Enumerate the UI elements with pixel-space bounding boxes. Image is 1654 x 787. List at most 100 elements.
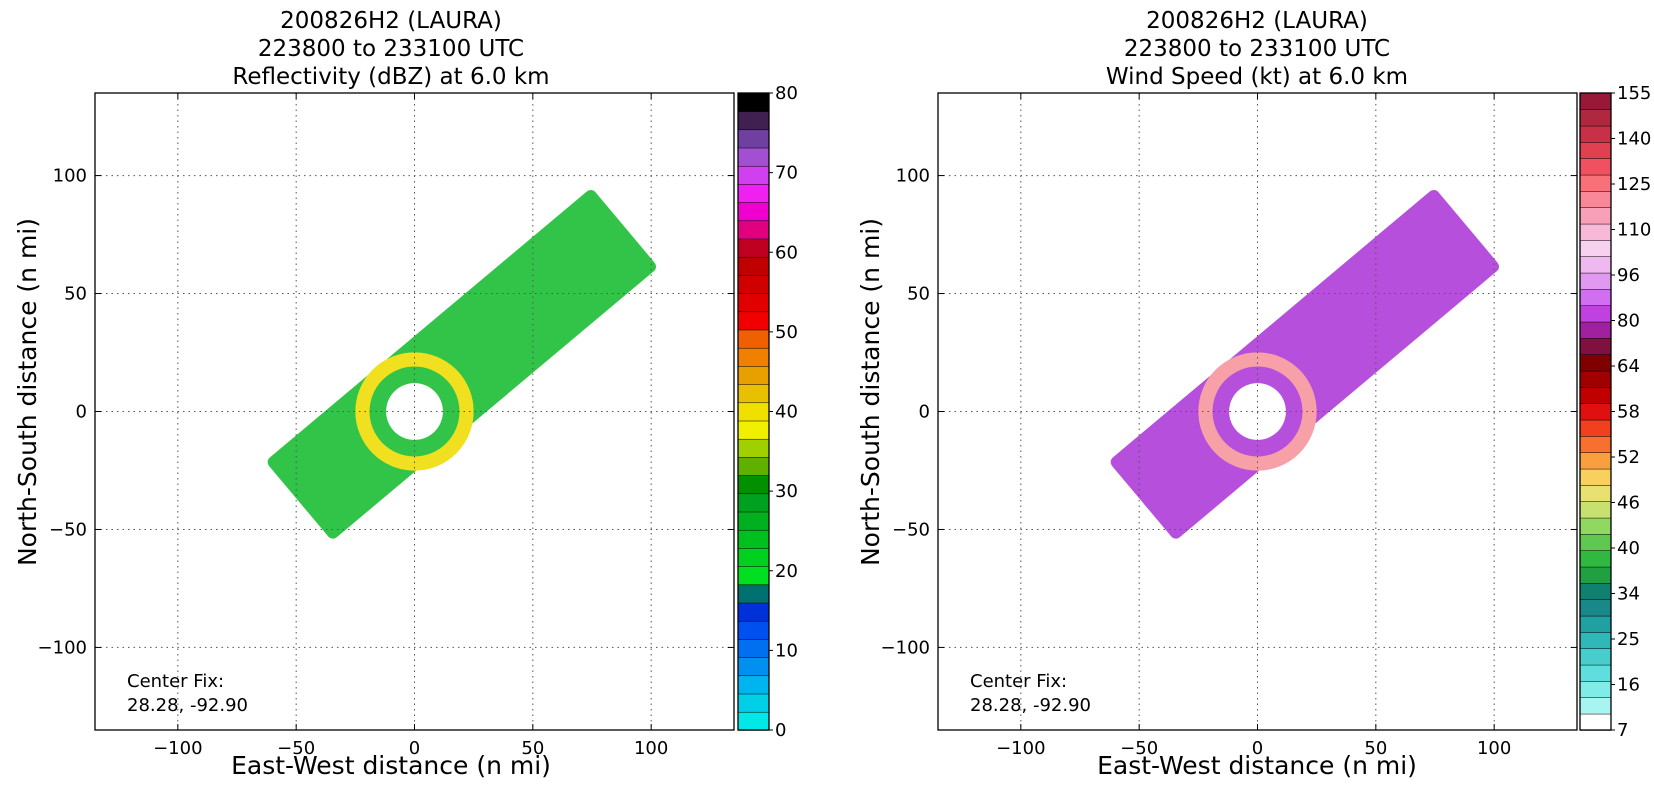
- colorbar-tick-label: 96: [1617, 265, 1640, 286]
- colorbar-segment: [737, 147, 770, 167]
- colorbar-segment: [1579, 92, 1612, 110]
- colorbar-segment: [737, 274, 770, 294]
- colorbar-segment: [1579, 468, 1612, 486]
- y-axis-label: North-South distance (n mi): [13, 218, 42, 566]
- colorbar-segment: [737, 711, 770, 731]
- colorbar-segment: [1579, 305, 1612, 323]
- colorbar-segment: [737, 183, 770, 203]
- colorbar-segment: [737, 383, 770, 404]
- plot-area: −100 −50 0 50 100 −100 −50 0 50 100: [38, 92, 735, 759]
- colorbar-segment: [1579, 141, 1612, 159]
- colorbar-tick-label: 10: [775, 640, 798, 661]
- colorbar-segment: [1579, 680, 1612, 698]
- center-fix-label: Center Fix:: [127, 671, 224, 692]
- colorbar-tick-label: 50: [775, 322, 798, 343]
- y-tick-label: 100: [896, 166, 930, 187]
- colorbar-segment: [1579, 648, 1612, 666]
- x-tick-label: 50: [521, 738, 544, 759]
- colorbar-segment: [737, 292, 770, 313]
- y-tick-label: 50: [907, 284, 930, 305]
- colorbar-segment: [1579, 174, 1612, 192]
- x-tick-label: 50: [1364, 738, 1387, 759]
- colorbar-segment: [737, 529, 770, 549]
- colorbar-segment: [737, 347, 770, 367]
- panel-title-line-1: 200826H2 (LAURA): [280, 8, 502, 34]
- x-tick-label: 100: [1477, 738, 1511, 759]
- colorbar-tick-label: 52: [1617, 447, 1640, 468]
- colorbar-segment: [1579, 158, 1612, 176]
- colorbar-segment: [1579, 223, 1612, 241]
- colorbar-tick-label: 64: [1617, 356, 1640, 377]
- center-fix-coordinates: 28.28, -92.90: [127, 695, 248, 716]
- x-axis-label: East-West distance (n mi): [1097, 751, 1417, 780]
- colorbar-segment: [1579, 386, 1612, 404]
- colorbar-tick-label: 40: [775, 402, 798, 423]
- colorbar-tick-label: 16: [1617, 675, 1640, 696]
- storm-field: [267, 189, 657, 539]
- colorbar-segment: [737, 638, 770, 658]
- colorbar-segment: [1579, 599, 1612, 617]
- x-tick-label: 0: [409, 738, 420, 759]
- center-fix-coordinates: 28.28, -92.90: [970, 695, 1091, 716]
- colorbar-segment: [1579, 533, 1612, 551]
- panel-title-line-3: Reflectivity (dBZ) at 6.0 km: [232, 64, 549, 90]
- y-tick-label: 0: [919, 402, 930, 423]
- colorbar: 7 16 25 34 40 46 52 58 64 80 96 110 125 140 155: [1579, 83, 1651, 741]
- colorbar-tick-label: 80: [1617, 311, 1640, 332]
- colorbar-segment: [1579, 435, 1612, 453]
- colorbar-tick-label: 80: [775, 83, 798, 104]
- colorbar-segment: [1579, 697, 1612, 715]
- x-tick-label: −100: [153, 738, 202, 759]
- colorbar-segment: [1579, 501, 1612, 519]
- colorbar-tick-label: 25: [1617, 629, 1640, 650]
- colorbar-segment: [1579, 403, 1612, 421]
- x-tick-label: −50: [277, 738, 315, 759]
- colorbar-segment: [737, 129, 770, 149]
- x-tick-label: 0: [1252, 738, 1263, 759]
- colorbar-tick-label: 110: [1617, 220, 1651, 241]
- radar-swath: [267, 189, 657, 539]
- colorbar-segment: [737, 238, 770, 258]
- radar-swath: [1110, 189, 1500, 539]
- colorbar-segment: [737, 365, 770, 385]
- colorbar-segment: [737, 220, 770, 240]
- colorbar-segment: [737, 329, 770, 349]
- colorbar-segment: [737, 584, 770, 604]
- colorbar-segment: [1579, 125, 1612, 143]
- colorbar-segment: [737, 456, 770, 476]
- colorbar-tick-label: 0: [775, 720, 786, 741]
- colorbar-segment: [737, 201, 770, 222]
- colorbar-segment: [737, 256, 770, 276]
- colorbar-segment: [737, 565, 770, 586]
- colorbar-segment: [1579, 517, 1612, 535]
- y-tick-label: −100: [38, 637, 87, 658]
- grid: [95, 93, 734, 730]
- colorbar-segment: [737, 474, 770, 495]
- center-fix-label: Center Fix:: [970, 671, 1067, 692]
- colorbar-segment: [1579, 631, 1612, 649]
- colorbar-tick-label: 20: [775, 561, 798, 582]
- colorbar-segment: [1579, 272, 1612, 290]
- grid: [938, 93, 1577, 730]
- y-axis-label: North-South distance (n mi): [856, 218, 885, 566]
- colorbar-segment: [737, 620, 770, 640]
- colorbar-tick-label: 7: [1617, 720, 1628, 741]
- colorbar-segment: [737, 602, 770, 622]
- colorbar-segment: [1579, 256, 1612, 274]
- colorbar-segment: [1579, 109, 1612, 127]
- eyewall-ring: [355, 352, 474, 471]
- colorbar-segment: [737, 402, 770, 422]
- y-tick-label: −50: [892, 519, 930, 540]
- y-tick-label: 100: [53, 166, 87, 187]
- colorbar-segment: [1579, 321, 1612, 339]
- colorbar-segment: [737, 165, 770, 185]
- colorbar-tick-label: 60: [775, 242, 798, 263]
- colorbar-segment: [737, 92, 770, 112]
- colorbar-tick-label: 155: [1617, 83, 1651, 104]
- y-tick-label: −100: [881, 637, 930, 658]
- colorbar-tick-label: 34: [1617, 584, 1640, 605]
- colorbar: 0 10 20 30 40 50 60 70 80: [737, 83, 798, 741]
- reflectivity-panel: 200826H2 (LAURA) 223800 to 233100 UTC Re…: [13, 8, 798, 780]
- y-tick-label: 50: [64, 284, 87, 305]
